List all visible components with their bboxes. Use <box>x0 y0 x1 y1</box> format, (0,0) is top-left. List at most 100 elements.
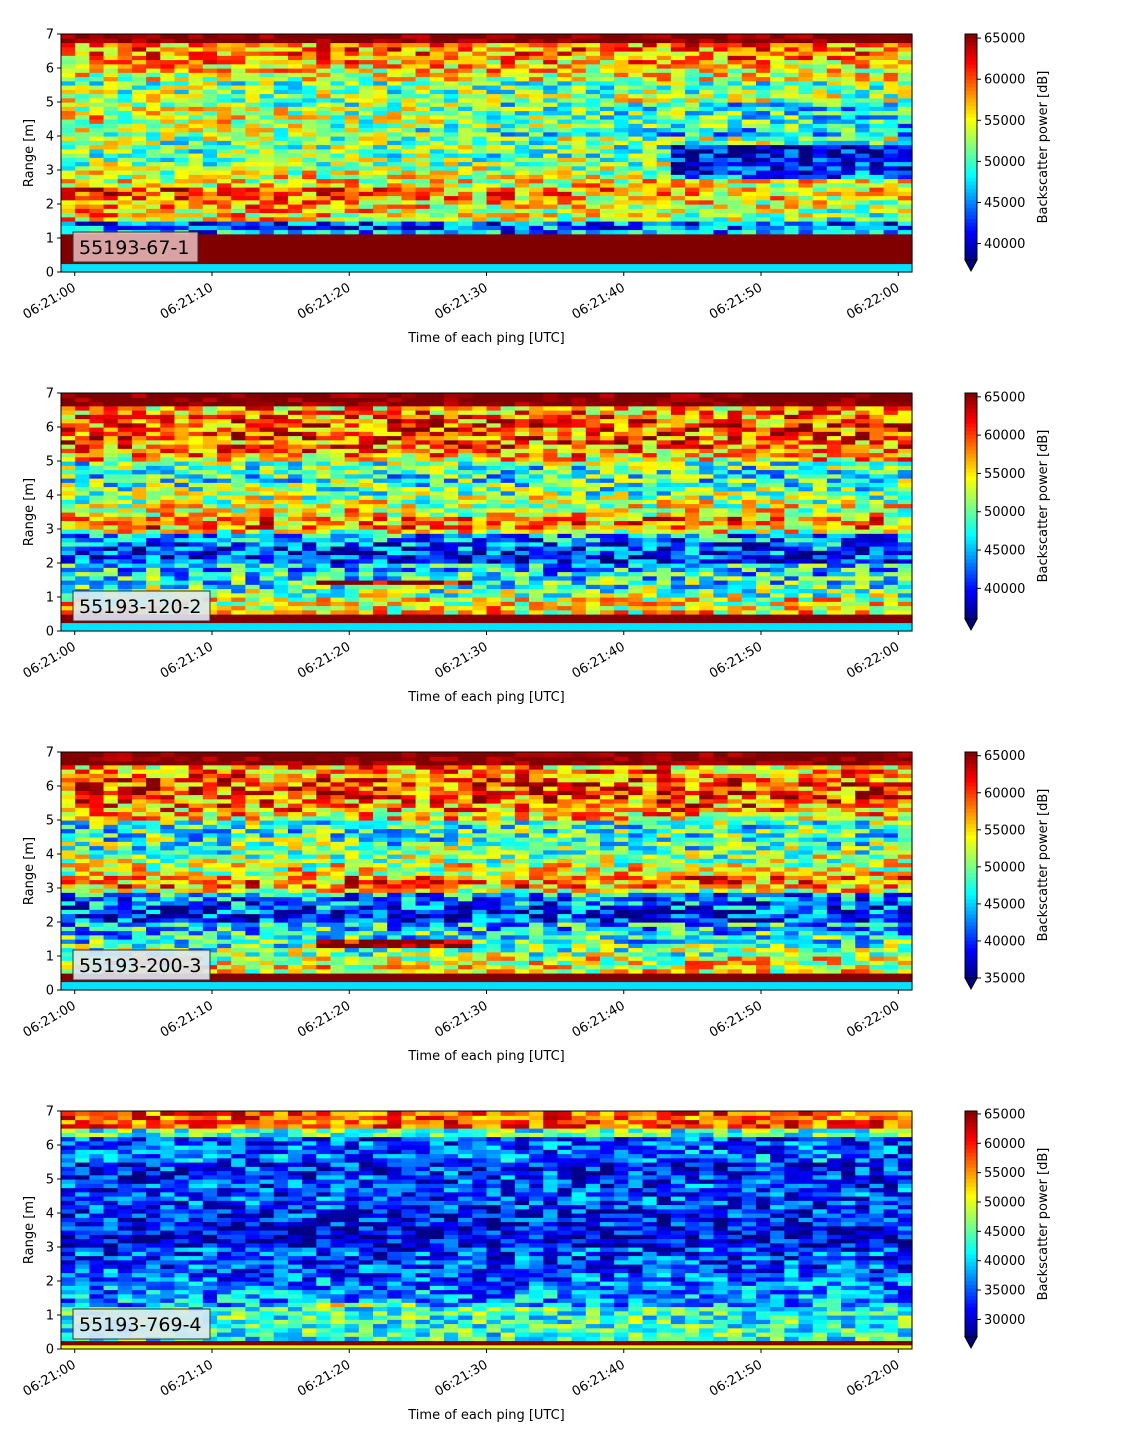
colorbar-extend-arrow <box>964 977 978 991</box>
y-tick-label: 1 <box>46 591 54 606</box>
y-tick-label: 4 <box>46 130 54 145</box>
y-tick-label: 6 <box>46 62 54 77</box>
colorbar: 30000 35000 40000 45000 50000 55000 60000 65000… <box>964 1107 1051 1350</box>
heatmap-cells <box>61 393 913 632</box>
colorbar-extend-arrow <box>964 1336 978 1350</box>
x-axis-label: Time of each ping [UTC] <box>407 1408 565 1423</box>
y-tick-label: 6 <box>46 1139 54 1154</box>
y-tick-label: 3 <box>46 1241 54 1256</box>
heatmap-cells <box>61 752 913 991</box>
x-tick-label: 06:21:30 <box>432 639 490 681</box>
x-tick-label: 06:21:10 <box>158 1357 216 1399</box>
colorbar-frame <box>964 751 978 979</box>
ping-label: 55193-200-3 <box>79 955 202 977</box>
x-axis-label: Time of each ping [UTC] <box>407 1049 565 1064</box>
x-tick-label: 06:21:20 <box>295 280 353 322</box>
x-tick-label: 06:21:10 <box>158 998 216 1040</box>
colorbar-extend-arrow <box>964 259 978 273</box>
colorbar-tick-label: 45000 <box>984 1225 1025 1240</box>
colorbar-tick-label: 55000 <box>984 823 1025 838</box>
x-tick-label: 06:21:00 <box>21 639 79 681</box>
x-tick-label: 06:21:40 <box>570 280 628 322</box>
y-axis-label: Range [m] <box>22 837 37 905</box>
colorbar-tick-label: 50000 <box>984 155 1025 170</box>
colorbar-tick-label: 45000 <box>984 897 1025 912</box>
ping-label: 55193-769-4 <box>79 1314 202 1336</box>
x-tick-label: 06:21:50 <box>707 280 765 322</box>
y-tick-label: 5 <box>46 814 54 829</box>
y-axis-label: Range [m] <box>22 1196 37 1264</box>
y-tick-label: 3 <box>46 882 54 897</box>
y-axis-label: Range [m] <box>22 119 37 187</box>
x-tick-label: 06:21:40 <box>570 998 628 1040</box>
y-tick-label: 4 <box>46 848 54 863</box>
colorbar-tick-label: 60000 <box>984 73 1025 88</box>
colorbar-tick-label: 40000 <box>984 934 1025 949</box>
y-tick-label: 1 <box>46 232 54 247</box>
x-tick-label: 06:21:30 <box>432 280 490 322</box>
y-tick-label: 3 <box>46 523 54 538</box>
ping-label-box <box>72 1308 211 1340</box>
y-tick-label: 6 <box>46 780 54 795</box>
x-tick-label: 06:22:00 <box>844 998 902 1040</box>
y-tick-label: 7 <box>46 28 54 43</box>
x-tick-label: 06:22:00 <box>844 1357 902 1399</box>
colorbar-tick-label: 60000 <box>984 1137 1025 1152</box>
y-tick-label: 4 <box>46 489 54 504</box>
x-tick-label: 06:21:00 <box>21 1357 79 1399</box>
y-tick-label: 5 <box>46 96 54 111</box>
y-tick-label: 0 <box>46 625 54 640</box>
colorbar-tick-label: 30000 <box>984 1313 1025 1328</box>
ping-label: 55193-120-2 <box>79 596 202 618</box>
colorbar-frame <box>964 1110 978 1338</box>
colorbar-tick-label: 45000 <box>984 196 1025 211</box>
colorbar-tick-label: 40000 <box>984 582 1025 597</box>
colorbar-tick-label: 65000 <box>984 749 1025 764</box>
colorbar-tick-label: 60000 <box>984 429 1025 444</box>
colorbar-tick-label: 65000 <box>984 32 1025 47</box>
x-tick-label: 06:21:20 <box>295 998 353 1040</box>
y-tick-label: 0 <box>46 1343 54 1358</box>
x-tick-label: 06:21:00 <box>21 280 79 322</box>
colorbar-frame <box>964 33 978 261</box>
chart-panel-4: 0 1 2 3 4 5 6 7 06:21:00 06:21:10 06:21:20 06:21:30… <box>21 1105 1051 1424</box>
x-tick-label: 06:21:30 <box>432 998 490 1040</box>
y-axis-label: Range [m] <box>22 478 37 546</box>
ping-label-box <box>72 949 211 981</box>
x-axis-label: Time of each ping [UTC] <box>407 690 565 705</box>
colorbar-tick-label: 65000 <box>984 1107 1025 1122</box>
ping-label: 55193-67-1 <box>79 237 189 259</box>
colorbar-tick-label: 50000 <box>984 860 1025 875</box>
y-tick-label: 0 <box>46 984 54 999</box>
y-tick-label: 3 <box>46 164 54 179</box>
colorbar-label: Backscatter power [dB] <box>1036 789 1051 942</box>
colorbar-frame <box>964 392 978 620</box>
x-tick-label: 06:21:00 <box>21 998 79 1040</box>
colorbar: 35000 40000 45000 50000 55000 60000 65000 Backs… <box>964 749 1051 991</box>
x-tick-label: 06:21:20 <box>295 1357 353 1399</box>
x-tick-label: 06:21:50 <box>707 998 765 1040</box>
colorbar-tick-label: 40000 <box>984 237 1025 252</box>
colorbar-tick-label: 35000 <box>984 1284 1025 1299</box>
y-tick-label: 1 <box>46 950 54 965</box>
x-tick-label: 06:22:00 <box>844 639 902 681</box>
chart-panel-2: 0 1 2 3 4 5 6 7 06:21:00 06:21:10 06:21:20 06:21:30… <box>21 387 1051 706</box>
y-tick-label: 7 <box>46 387 54 402</box>
y-tick-label: 2 <box>46 916 54 931</box>
colorbar-tick-label: 50000 <box>984 505 1025 520</box>
colorbar-tick-label: 40000 <box>984 1254 1025 1269</box>
x-tick-label: 06:21:50 <box>707 1357 765 1399</box>
colorbar-tick-label: 65000 <box>984 390 1025 405</box>
x-tick-label: 06:21:40 <box>570 1357 628 1399</box>
heatmap-cells <box>61 34 913 273</box>
colorbar-tick-label: 60000 <box>984 786 1025 801</box>
y-tick-label: 4 <box>46 1207 54 1222</box>
colorbar-extend-arrow <box>964 618 978 632</box>
x-tick-label: 06:21:10 <box>158 639 216 681</box>
colorbar-label: Backscatter power [dB] <box>1036 71 1051 224</box>
colorbar: 40000 45000 50000 55000 60000 65000 Backscatte… <box>964 390 1051 632</box>
y-tick-label: 5 <box>46 1173 54 1188</box>
y-tick-label: 2 <box>46 198 54 213</box>
colorbar-tick-label: 55000 <box>984 114 1025 129</box>
